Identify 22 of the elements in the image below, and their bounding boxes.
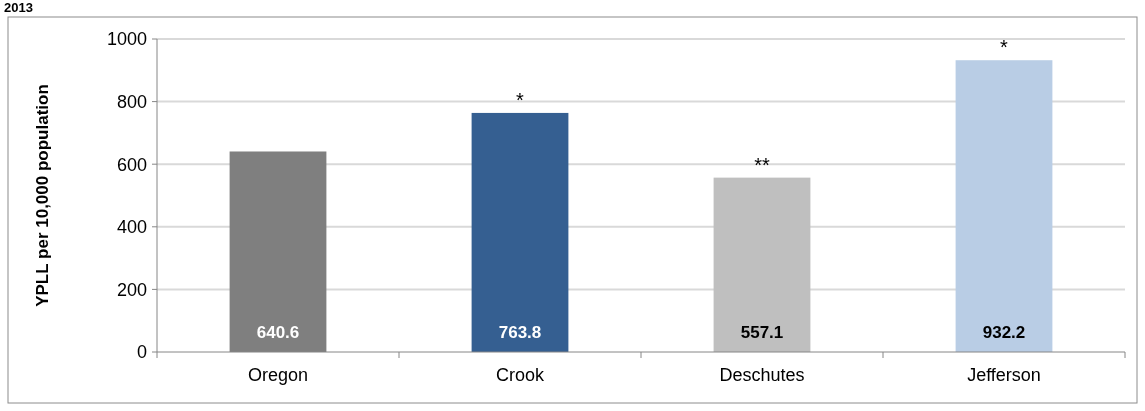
y-tick-label: 600 [116,154,147,175]
bar [713,177,811,352]
data-label: 640.6 [256,323,300,342]
data-label: 763.8 [498,323,542,342]
x-tick-label: Crook [495,365,546,385]
annotation: ** [754,153,770,176]
bar [471,112,569,352]
x-tick-label: Jefferson [967,365,1041,385]
y-tick-label: 400 [116,217,147,238]
bar [955,60,1053,352]
y-axis-title: YPLL per 10,000 population [33,84,52,307]
data-label: 932.2 [982,323,1026,342]
text: 2013 [4,0,33,15]
annotation: * [516,88,525,111]
y-tick-label: 800 [116,91,147,112]
annotation: * [1000,36,1009,59]
x-tick-label: Deschutes [719,365,805,385]
data-label: 557.1 [740,323,784,342]
y-tick-label: 0 [136,342,147,363]
y-tick-label: 1000 [106,29,147,50]
y-tick-label: 200 [116,279,147,300]
x-tick-label: Oregon [247,365,309,385]
